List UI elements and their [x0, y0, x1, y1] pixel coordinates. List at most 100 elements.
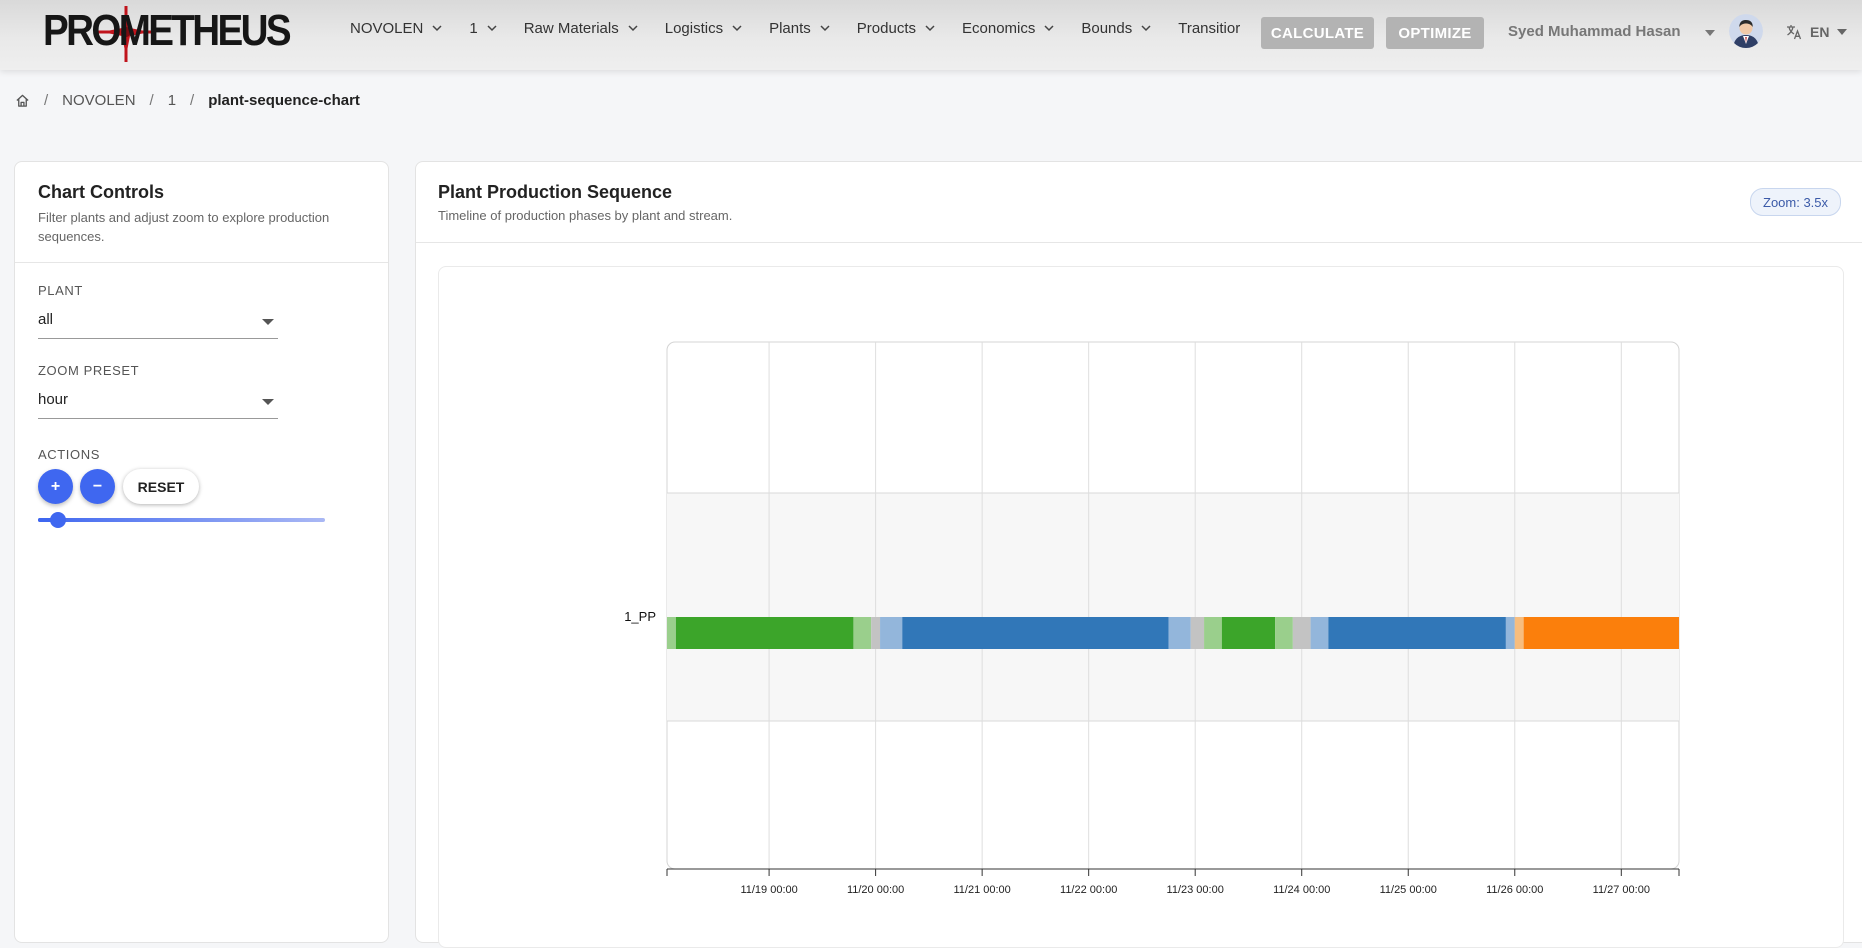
nav-item-label: Transitior [1178, 19, 1241, 37]
timeline-segment[interactable] [902, 617, 1169, 649]
timeline-segment[interactable] [1310, 617, 1329, 649]
breadcrumb-separator: / [44, 92, 49, 109]
language-caret-icon [1837, 29, 1848, 35]
x-tick-label: 11/22 00:00 [1060, 884, 1117, 896]
breadcrumb-current: plant-sequence-chart [208, 92, 360, 109]
nav-item-raw-materials[interactable]: Raw Materials [524, 20, 639, 37]
plant-sequence-card: Plant Production Sequence Timeline of pr… [415, 161, 1862, 948]
logo-text: PROMETHEUS [43, 6, 290, 55]
x-tick-label: 11/23 00:00 [1167, 884, 1224, 896]
zoom-preset-value: hour [38, 391, 69, 408]
nav-item-bounds[interactable]: Bounds [1081, 20, 1152, 37]
nav-item-label: Logistics [664, 19, 724, 37]
chevron-down-icon [432, 25, 442, 32]
language-label: EN [1810, 24, 1830, 40]
chevron-down-icon [628, 25, 638, 32]
prometheus-logo[interactable]: PROMETHEUS [36, 2, 296, 64]
breadcrumb-separator: / [190, 92, 195, 109]
zoom-preset-select[interactable]: hour [38, 385, 278, 419]
user-name[interactable]: Syed Muhammad Hasan [1508, 23, 1681, 40]
main-nav: NOVOLEN 1 Raw Materials Logistics Plants Prod… [350, 0, 1242, 56]
timeline-segment[interactable] [1514, 617, 1524, 649]
zoom-slider-fill [38, 518, 59, 522]
controls-description: Filter plants and adjust zoom to explore… [38, 210, 330, 244]
timeline-segment[interactable] [1505, 617, 1515, 649]
timeline-segment[interactable] [1221, 617, 1276, 649]
chart-title: Plant Production Sequence [438, 182, 673, 202]
nav-item-label: Products [856, 19, 916, 37]
chevron-down-icon [1141, 25, 1151, 32]
x-tick-label: 11/19 00:00 [740, 884, 797, 896]
row-label: 1_PP [624, 609, 656, 624]
user-avatar[interactable] [1729, 14, 1763, 48]
breadcrumb-item-project[interactable]: NOVOLEN [62, 92, 136, 109]
nav-item-novolen[interactable]: NOVOLEN [350, 20, 443, 37]
zoom-slider-track[interactable] [38, 518, 325, 522]
chart-divider [416, 242, 1862, 243]
chevron-down-icon [1044, 25, 1054, 32]
zoom-out-button[interactable]: − [80, 469, 115, 504]
user-menu-caret-icon[interactable] [1705, 30, 1715, 36]
x-tick-label: 11/26 00:00 [1486, 884, 1543, 896]
timeline-segment[interactable] [880, 617, 903, 649]
chart-description: Timeline of production phases by plant a… [438, 208, 733, 223]
timeline-segment[interactable] [1328, 617, 1506, 649]
timeline-chart[interactable]: 11/19 00:00 11/20 00:00 11/21 00:00 11/22 0… [439, 267, 1843, 927]
nav-item-1[interactable]: 1 [469, 20, 497, 37]
timeline-segment[interactable] [667, 617, 676, 649]
optimize-button[interactable]: OPTIMIZE [1386, 17, 1484, 49]
timeline-segment[interactable] [1275, 617, 1293, 649]
timeline-segment[interactable] [1292, 617, 1311, 649]
nav-item-transitior[interactable]: Transitior [1178, 20, 1242, 37]
row-band [667, 493, 1679, 721]
nav-item-label: Raw Materials [523, 19, 619, 37]
nav-item-economics[interactable]: Economics [962, 20, 1055, 37]
plant-select[interactable]: all [38, 305, 278, 339]
translate-icon [1787, 25, 1802, 40]
nav-item-label: Plants [769, 19, 811, 37]
nav-item-label: NOVOLEN [350, 19, 424, 37]
chart-controls-panel: Chart Controls Filter plants and adjust … [14, 161, 389, 943]
chevron-down-icon [925, 25, 935, 32]
breadcrumb-item-scenario[interactable]: 1 [167, 92, 177, 109]
nav-item-logistics[interactable]: Logistics [665, 20, 743, 37]
plant-label: Plant [38, 283, 83, 298]
controls-divider [15, 262, 388, 263]
x-tick-label: 11/24 00:00 [1273, 884, 1330, 896]
chevron-down-icon [487, 25, 497, 32]
timeline-segment[interactable] [1190, 617, 1205, 649]
nav-item-label: Economics [962, 19, 1036, 37]
timeline-segment[interactable] [675, 617, 854, 649]
timeline-segment[interactable] [1204, 617, 1222, 649]
nav-item-label: Bounds [1081, 19, 1133, 37]
controls-title: Chart Controls [38, 182, 164, 202]
zoom-preset-label: Zoom Preset [38, 363, 140, 378]
chevron-down-icon [732, 25, 742, 32]
x-tick-label: 11/21 00:00 [953, 884, 1010, 896]
zoom-in-button[interactable]: + [38, 469, 73, 504]
x-tick-label: 11/20 00:00 [847, 884, 904, 896]
nav-item-label: 1 [469, 19, 478, 37]
chevron-down-icon [262, 319, 274, 325]
breadcrumb-separator: / [149, 92, 154, 109]
actions-label: Actions [38, 447, 100, 462]
timeline-segment[interactable] [1523, 617, 1679, 649]
zoom-slider-thumb[interactable] [50, 512, 67, 528]
calculate-button[interactable]: CALCULATE [1261, 17, 1374, 49]
plant-select-value: all [38, 311, 54, 328]
language-selector[interactable]: EN [1786, 24, 1848, 40]
timeline-segment[interactable] [1168, 617, 1191, 649]
chart-container: 11/19 00:00 11/20 00:00 11/21 00:00 11/22 0… [438, 266, 1844, 948]
chevron-down-icon [262, 399, 274, 405]
x-tick-label: 11/25 00:00 [1380, 884, 1437, 896]
nav-item-plants[interactable]: Plants [769, 20, 831, 37]
chevron-down-icon [820, 25, 830, 32]
timeline-segment[interactable] [853, 617, 872, 649]
reset-button[interactable]: RESET [123, 469, 199, 504]
home-icon[interactable] [15, 93, 30, 108]
nav-item-products[interactable]: Products [857, 20, 936, 37]
top-bar: PROMETHEUS NOVOLEN 1 Raw Materials Logistic… [0, 0, 1862, 70]
zoom-badge: Zoom: 3.5x [1750, 188, 1842, 216]
x-tick-label: 11/27 00:00 [1593, 884, 1650, 896]
timeline-segment[interactable] [871, 617, 881, 649]
